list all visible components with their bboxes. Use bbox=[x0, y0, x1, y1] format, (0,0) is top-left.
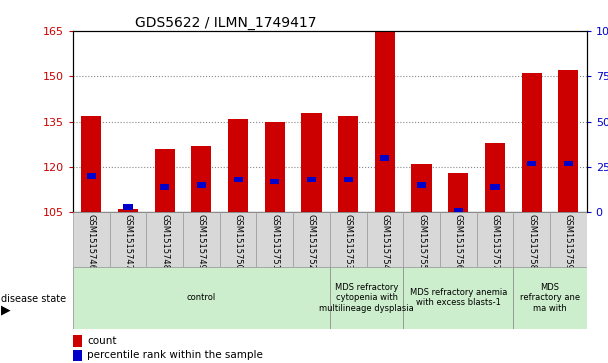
Bar bbox=[522, 73, 542, 212]
Text: GSM1515755: GSM1515755 bbox=[417, 214, 426, 270]
Bar bbox=[381, 155, 390, 161]
Bar bbox=[197, 183, 206, 188]
Text: count: count bbox=[88, 336, 117, 346]
Bar bbox=[417, 183, 426, 188]
Bar bbox=[367, 212, 403, 267]
Text: control: control bbox=[187, 293, 216, 302]
Text: GSM1515756: GSM1515756 bbox=[454, 214, 463, 270]
Bar bbox=[558, 70, 578, 212]
Bar bbox=[440, 212, 477, 267]
Bar bbox=[403, 267, 513, 329]
Text: GSM1515757: GSM1515757 bbox=[491, 214, 500, 270]
Bar bbox=[527, 161, 536, 166]
Bar bbox=[73, 335, 82, 347]
Bar bbox=[412, 164, 432, 212]
Bar bbox=[302, 113, 322, 212]
Bar bbox=[73, 212, 109, 267]
Bar bbox=[375, 31, 395, 212]
Bar bbox=[270, 179, 279, 184]
Bar bbox=[491, 184, 500, 190]
Bar bbox=[228, 119, 248, 212]
Bar bbox=[454, 208, 463, 213]
Bar bbox=[330, 267, 403, 329]
Text: GSM1515759: GSM1515759 bbox=[564, 214, 573, 270]
Text: GSM1515758: GSM1515758 bbox=[527, 214, 536, 270]
Bar bbox=[448, 173, 468, 212]
Bar bbox=[513, 212, 550, 267]
Bar bbox=[564, 161, 573, 166]
Text: GSM1515753: GSM1515753 bbox=[344, 214, 353, 270]
Text: percentile rank within the sample: percentile rank within the sample bbox=[88, 351, 263, 360]
Bar bbox=[293, 212, 330, 267]
Bar bbox=[403, 212, 440, 267]
Bar bbox=[87, 174, 96, 179]
Text: GSM1515749: GSM1515749 bbox=[197, 214, 206, 270]
Text: GSM1515752: GSM1515752 bbox=[307, 214, 316, 270]
Text: MDS
refractory ane
ma with: MDS refractory ane ma with bbox=[520, 283, 580, 313]
Bar bbox=[118, 209, 138, 212]
Text: GSM1515748: GSM1515748 bbox=[160, 214, 169, 270]
Bar bbox=[73, 267, 330, 329]
Bar bbox=[154, 149, 174, 212]
Bar bbox=[192, 146, 212, 212]
Text: disease state: disease state bbox=[1, 294, 66, 305]
Bar bbox=[307, 177, 316, 183]
Bar bbox=[513, 267, 587, 329]
Bar bbox=[183, 212, 219, 267]
Bar bbox=[109, 212, 147, 267]
Bar bbox=[73, 350, 82, 362]
Bar bbox=[147, 212, 183, 267]
Bar bbox=[485, 143, 505, 212]
Text: GDS5622 / ILMN_1749417: GDS5622 / ILMN_1749417 bbox=[134, 16, 316, 30]
Text: GSM1515751: GSM1515751 bbox=[271, 214, 279, 270]
Bar bbox=[264, 122, 285, 212]
Bar bbox=[338, 115, 358, 212]
Bar bbox=[550, 212, 587, 267]
Text: GSM1515747: GSM1515747 bbox=[123, 214, 133, 270]
Text: MDS refractory anemia
with excess blasts-1: MDS refractory anemia with excess blasts… bbox=[410, 288, 507, 307]
Bar bbox=[330, 212, 367, 267]
Bar bbox=[233, 177, 243, 183]
Bar bbox=[81, 115, 102, 212]
Text: GSM1515754: GSM1515754 bbox=[381, 214, 389, 270]
Bar bbox=[123, 204, 133, 210]
Bar bbox=[219, 212, 257, 267]
Text: GSM1515746: GSM1515746 bbox=[87, 214, 96, 270]
Bar bbox=[477, 212, 513, 267]
Bar bbox=[160, 184, 169, 190]
Text: ▶: ▶ bbox=[1, 304, 11, 317]
Text: MDS refractory
cytopenia with
multilineage dysplasia: MDS refractory cytopenia with multilinea… bbox=[319, 283, 414, 313]
Bar bbox=[257, 212, 293, 267]
Text: GSM1515750: GSM1515750 bbox=[233, 214, 243, 270]
Bar bbox=[344, 177, 353, 183]
